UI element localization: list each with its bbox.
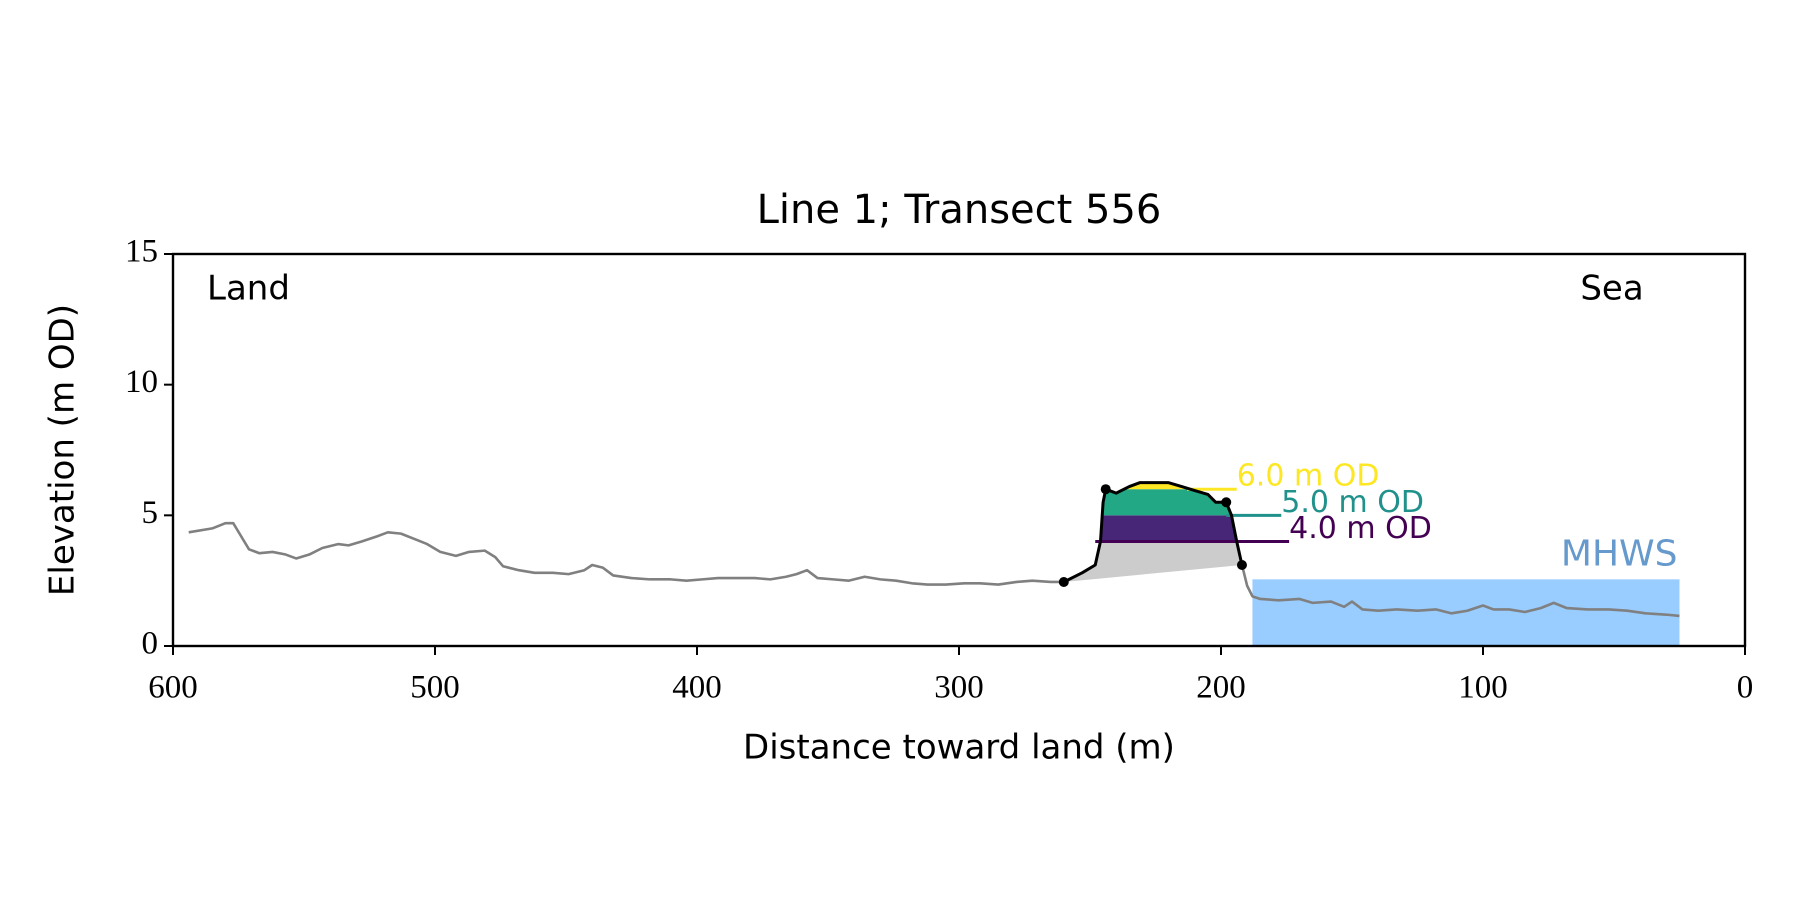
x-tick-label: 100 [1458,670,1508,706]
y-tick-label: 10 [125,364,158,400]
y-tick-label: 0 [142,626,159,662]
mhws-label: MHWS [1561,533,1678,574]
point [1100,484,1111,495]
y-tick-label: 15 [125,234,158,270]
x-tick-label: 0 [1737,670,1754,706]
mhws-water [1252,579,1680,646]
level-label: 6.0 m OD [1237,459,1380,494]
profile-line [188,521,1064,586]
annotation: Land [207,269,290,309]
chart-title: Line 1; Transect 556 [757,187,1162,233]
point [1058,576,1069,587]
x-tick-label: 200 [1196,670,1246,706]
level-band [1063,489,1242,516]
x-tick-label: 500 [410,670,460,706]
level-label: 5.0 m OD [1281,485,1424,520]
point [1221,497,1232,508]
profile-line [1240,564,1680,618]
annotation: Sea [1580,269,1643,309]
level-label: 4.0 m OD [1289,511,1432,546]
point [1236,559,1247,570]
x-axis-label: Distance toward land (m) [743,728,1175,768]
x-tick-label: 300 [934,670,984,706]
x-tick-label: 400 [672,670,722,706]
x-tick-label: 600 [148,670,198,706]
y-axis-label: Elevation (m OD) [43,304,83,596]
y-tick-label: 5 [142,495,159,531]
level-band [1063,482,1242,490]
